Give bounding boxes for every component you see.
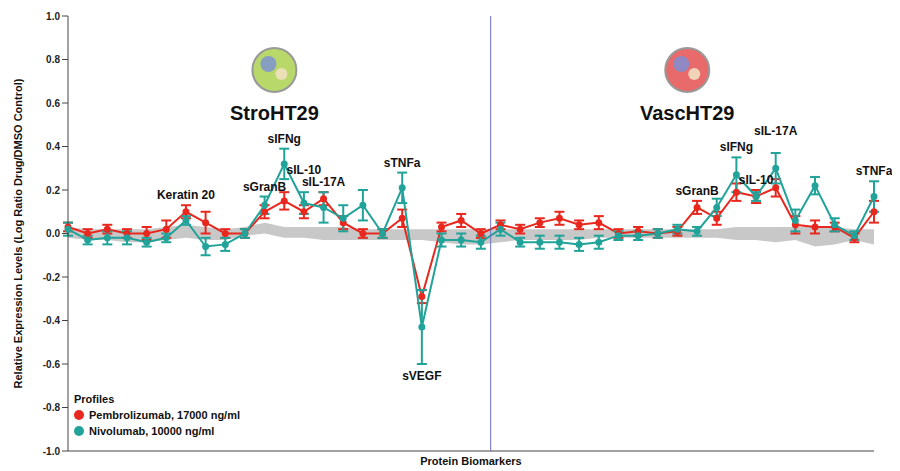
svg-text:Profiles: Profiles (74, 393, 114, 405)
svg-text:Protein Biomarkers: Protein Biomarkers (420, 455, 521, 467)
svg-text:sIFNg: sIFNg (268, 132, 301, 146)
svg-text:sGranB: sGranB (243, 180, 287, 194)
svg-text:0.6: 0.6 (46, 98, 60, 109)
svg-text:sIL-10: sIL-10 (739, 173, 774, 187)
svg-text:sVEGF: sVEGF (402, 369, 441, 383)
svg-text:sIL-10: sIL-10 (287, 163, 322, 177)
svg-text:-0.4: -0.4 (43, 315, 61, 326)
svg-text:0.0: 0.0 (46, 228, 60, 239)
svg-text:Relative Expression Levels (Lo: Relative Expression Levels (Log Ratio Dr… (12, 78, 24, 388)
svg-text:Nivolumab, 10000 ng/ml: Nivolumab, 10000 ng/ml (89, 425, 214, 437)
svg-text:StroHT29: StroHT29 (230, 102, 319, 124)
svg-text:0.8: 0.8 (46, 54, 60, 65)
svg-text:Keratin 20: Keratin 20 (157, 188, 215, 202)
svg-text:0.4: 0.4 (46, 141, 60, 152)
svg-text:-0.8: -0.8 (43, 402, 61, 413)
svg-text:0.2: 0.2 (46, 185, 60, 196)
svg-text:-1.0: -1.0 (43, 446, 61, 457)
svg-text:sIFNg: sIFNg (720, 140, 753, 154)
svg-text:Pembrolizumab, 17000 ng/ml: Pembrolizumab, 17000 ng/ml (89, 409, 240, 421)
svg-text:sGranB: sGranB (675, 184, 719, 198)
svg-text:sTNFa: sTNFa (856, 164, 892, 178)
svg-text:sIL-17A: sIL-17A (302, 175, 346, 189)
svg-text:-0.2: -0.2 (43, 272, 61, 283)
svg-text:sIL-17A: sIL-17A (754, 124, 798, 138)
svg-text:-0.6: -0.6 (43, 359, 61, 370)
svg-text:VascHT29: VascHT29 (640, 102, 735, 124)
svg-text:1.0: 1.0 (46, 11, 60, 22)
svg-text:sTNFa: sTNFa (384, 156, 421, 170)
